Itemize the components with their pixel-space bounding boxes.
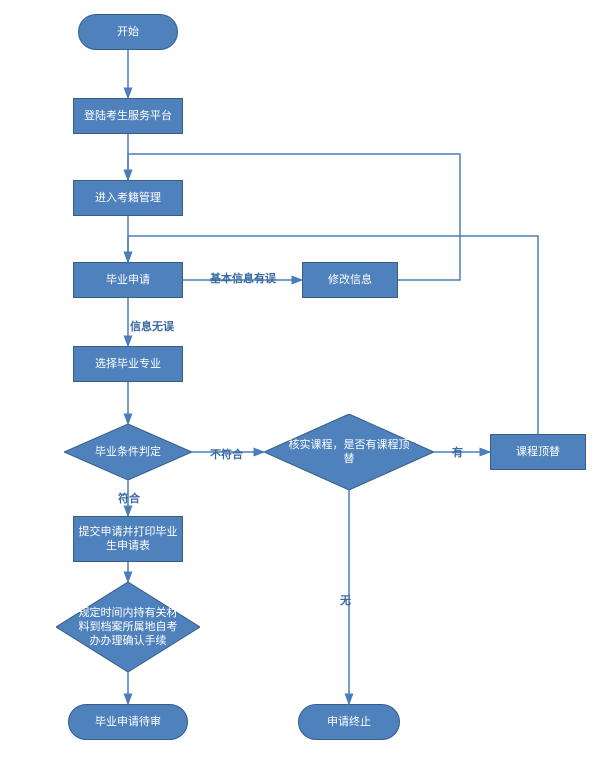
edge-label-has_sub_no: 无 (340, 592, 351, 608)
node-submit: 提交申请并打印毕业生申请表 (73, 516, 183, 562)
node-start: 开始 (78, 14, 178, 50)
node-platform: 登陆考生服务平台 (73, 98, 183, 134)
node-label: 规定时间内持有关材料到档案所属地自考办办理确认手续 (56, 582, 200, 672)
node-label: 毕业条件判定 (64, 424, 192, 480)
node-grad_wait: 毕业申请待审 (68, 704, 188, 740)
node-grad_apply: 毕业申请 (73, 262, 183, 298)
node-select_major: 选择毕业专业 (73, 346, 183, 382)
edge-label-match: 符合 (118, 490, 140, 506)
node-apply_end: 申请终止 (298, 704, 400, 740)
edge-label-info_ok: 信息无误 (130, 318, 174, 334)
node-course_check: 核实课程，是否有课程顶替 (264, 414, 434, 490)
edge-label-info_wrong: 基本信息有误 (210, 270, 276, 286)
edge-label-has_sub_yes: 有 (452, 444, 463, 460)
edge-label-not_match: 不符合 (210, 446, 243, 462)
node-course_sub: 课程顶替 (490, 434, 586, 470)
node-modify_info: 修改信息 (302, 262, 398, 298)
node-enter_mgmt: 进入考籍管理 (73, 180, 183, 216)
node-label: 核实课程，是否有课程顶替 (264, 414, 434, 490)
node-confirm: 规定时间内持有关材料到档案所属地自考办办理确认手续 (56, 582, 200, 672)
node-cond_check: 毕业条件判定 (64, 424, 192, 480)
